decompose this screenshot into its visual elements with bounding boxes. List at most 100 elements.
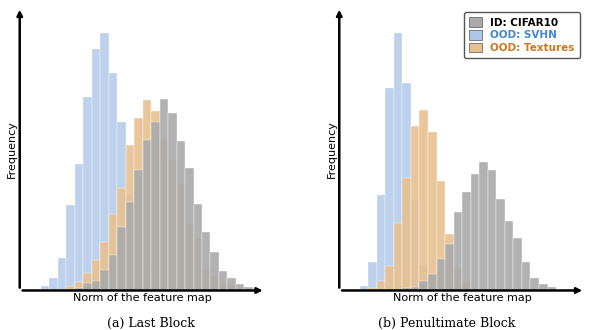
Bar (134, 231, 143, 290)
Bar (436, 289, 445, 290)
Bar (126, 202, 134, 290)
Bar (75, 164, 83, 290)
Bar (227, 278, 236, 290)
Bar (83, 283, 92, 290)
Bar (513, 238, 522, 290)
Bar (462, 283, 471, 290)
Bar (100, 270, 109, 290)
Bar (227, 285, 236, 290)
Bar (126, 194, 134, 290)
Bar (202, 269, 211, 290)
Bar (488, 170, 496, 290)
Bar (185, 224, 194, 290)
Bar (83, 273, 92, 290)
Bar (109, 255, 117, 290)
Bar (253, 289, 262, 290)
Bar (117, 122, 126, 290)
Bar (33, 289, 41, 290)
Bar (185, 168, 194, 290)
Bar (41, 286, 49, 290)
Bar (368, 262, 377, 290)
Bar (436, 182, 445, 290)
Bar (368, 288, 377, 290)
Bar (126, 145, 134, 290)
Bar (211, 276, 219, 290)
Bar (244, 289, 253, 290)
Bar (58, 258, 66, 290)
Bar (151, 281, 160, 290)
Bar (471, 174, 480, 290)
Bar (194, 204, 202, 290)
Bar (236, 289, 244, 290)
Bar (160, 99, 168, 290)
Bar (428, 274, 436, 290)
Bar (176, 184, 185, 290)
Bar (202, 232, 211, 290)
Bar (530, 278, 539, 290)
Bar (420, 110, 428, 290)
Bar (385, 88, 394, 290)
Bar (176, 141, 185, 290)
Bar (75, 282, 83, 290)
Bar (394, 222, 403, 290)
Bar (66, 286, 75, 290)
Bar (117, 227, 126, 290)
Bar (194, 238, 202, 290)
Bar (143, 266, 151, 290)
Bar (219, 283, 227, 290)
Bar (151, 111, 160, 290)
Bar (109, 214, 117, 290)
Bar (219, 271, 227, 290)
Bar (143, 140, 151, 290)
Bar (385, 266, 394, 290)
Bar (480, 162, 488, 290)
Text: (b) Penultimate Block: (b) Penultimate Block (378, 317, 516, 330)
Bar (117, 188, 126, 290)
Bar (428, 132, 436, 290)
Bar (151, 122, 160, 290)
Bar (411, 200, 420, 290)
Bar (377, 195, 385, 290)
Legend: ID: CIFAR10, OOD: SVHN, OOD: Textures: ID: CIFAR10, OOD: SVHN, OOD: Textures (464, 12, 580, 58)
Bar (411, 287, 420, 290)
Bar (75, 288, 83, 290)
Bar (420, 281, 428, 290)
Bar (445, 234, 453, 290)
Bar (211, 252, 219, 290)
Bar (496, 199, 505, 290)
Bar (160, 289, 168, 290)
Bar (403, 178, 411, 290)
Bar (428, 286, 436, 290)
Bar (160, 140, 168, 290)
Bar (548, 287, 556, 290)
Bar (134, 118, 143, 290)
Bar (109, 73, 117, 290)
Bar (83, 97, 92, 290)
Bar (539, 284, 548, 290)
Bar (92, 260, 100, 290)
Bar (403, 288, 411, 290)
Bar (92, 49, 100, 290)
Bar (522, 262, 530, 290)
X-axis label: Norm of the feature map: Norm of the feature map (392, 293, 532, 303)
Bar (244, 287, 253, 290)
Bar (462, 192, 471, 290)
Bar (453, 212, 462, 290)
Bar (453, 268, 462, 290)
Bar (49, 278, 58, 290)
Bar (143, 100, 151, 290)
Bar (403, 82, 411, 290)
Y-axis label: Frequency: Frequency (7, 120, 17, 178)
Y-axis label: Frequency: Frequency (326, 120, 336, 178)
Bar (411, 126, 420, 290)
Bar (360, 286, 368, 290)
Bar (100, 242, 109, 290)
Bar (394, 33, 403, 290)
Bar (168, 113, 176, 290)
X-axis label: Norm of the feature map: Norm of the feature map (73, 293, 212, 303)
Bar (420, 265, 428, 290)
Bar (436, 259, 445, 290)
Bar (92, 280, 100, 290)
Bar (134, 170, 143, 290)
Bar (236, 284, 244, 290)
